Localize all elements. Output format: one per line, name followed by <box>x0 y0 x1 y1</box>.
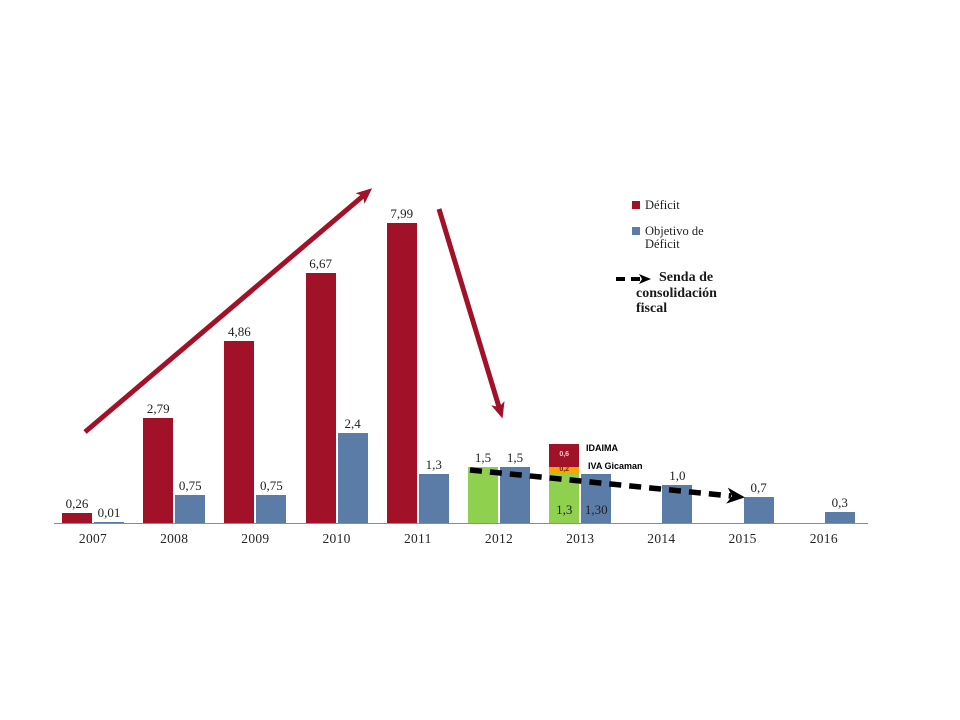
idaima-label: IDAIMA <box>586 443 618 453</box>
legend-deficit-label: Déficit <box>645 198 680 212</box>
tick-2008: 2008 <box>160 531 189 546</box>
bar-2008-objetivo <box>175 494 206 523</box>
label-2013-previsto: 1,3 <box>556 502 573 517</box>
legend-senda-label: Senda de consolidación fiscal <box>636 270 717 316</box>
label-2009-deficit: 4,86 <box>228 323 251 339</box>
bar-2010-objetivo <box>337 432 368 523</box>
tick-2010: 2010 <box>322 531 351 546</box>
label-2012-objetivo: 1,5 <box>506 449 524 465</box>
tick-2009: 2009 <box>241 531 270 546</box>
tick-2016: 2016 <box>809 531 838 546</box>
legend-deficit: Déficit <box>632 199 680 212</box>
label-2014-objetivo: 1,0 <box>669 468 686 484</box>
label-2012-previsto: 1,5 <box>474 449 492 465</box>
bar-2010-deficit <box>305 272 336 523</box>
objetivo-swatch-icon <box>632 227 640 235</box>
deficit-fall-arrow <box>436 208 505 419</box>
label-2009-objetivo: 0,75 <box>260 477 283 493</box>
bar-2008-deficit <box>143 418 174 523</box>
tick-2014: 2014 <box>647 531 676 546</box>
tick-2007: 2007 <box>78 531 108 546</box>
bar-2014-objetivo <box>662 485 693 523</box>
bar-2016-objetivo <box>824 511 855 523</box>
bar-2009-deficit <box>224 340 255 523</box>
label-2011-deficit: 7,99 <box>390 205 414 221</box>
label-2007-objetivo: 0,01 <box>97 504 121 520</box>
label-2013-objetivo: 1,30 <box>584 502 608 517</box>
label-2013-iva-gicaman: 0,2 <box>559 466 570 474</box>
tick-2013: 2013 <box>566 531 595 546</box>
legend-objetivo: Objetivo de Déficit <box>632 225 704 251</box>
legend-objetivo-label: Objetivo de Déficit <box>645 224 704 251</box>
label-2011-objetivo: 1,3 <box>425 457 442 473</box>
label-2016-objetivo: 0,3 <box>831 494 848 510</box>
iva-gicaman-label: IVA Gicaman <box>588 461 643 471</box>
deficit-swatch-icon <box>632 201 640 209</box>
dashed-arrow-icon <box>616 274 651 284</box>
label-2013-idaima: 0,6 <box>559 451 570 459</box>
label-2010-deficit: 6,67 <box>309 255 332 271</box>
label-2015-objetivo: 0,7 <box>750 479 767 495</box>
x-axis <box>54 523 868 524</box>
bar-2011-deficit <box>386 222 417 523</box>
label-2010-objetivo: 2,4 <box>344 415 361 431</box>
bar-2011-objetivo <box>418 474 449 523</box>
bar-2012-objetivo <box>500 466 530 523</box>
tick-2015: 2015 <box>728 531 757 546</box>
bar-2012-previsto <box>468 466 498 523</box>
bar-2009-objetivo <box>256 494 287 523</box>
label-2008-deficit: 2,79 <box>146 401 170 417</box>
label-2007-deficit: 0,26 <box>65 496 89 512</box>
label-2008-objetivo: 0,75 <box>178 477 202 493</box>
bar-2007-objetivo <box>94 521 124 523</box>
bar-2007-deficit <box>62 513 92 523</box>
tick-2012: 2012 <box>484 531 514 546</box>
bar-2015-objetivo <box>743 496 774 523</box>
tick-2011: 2011 <box>403 531 432 546</box>
bar-2013-idaima <box>549 444 580 467</box>
